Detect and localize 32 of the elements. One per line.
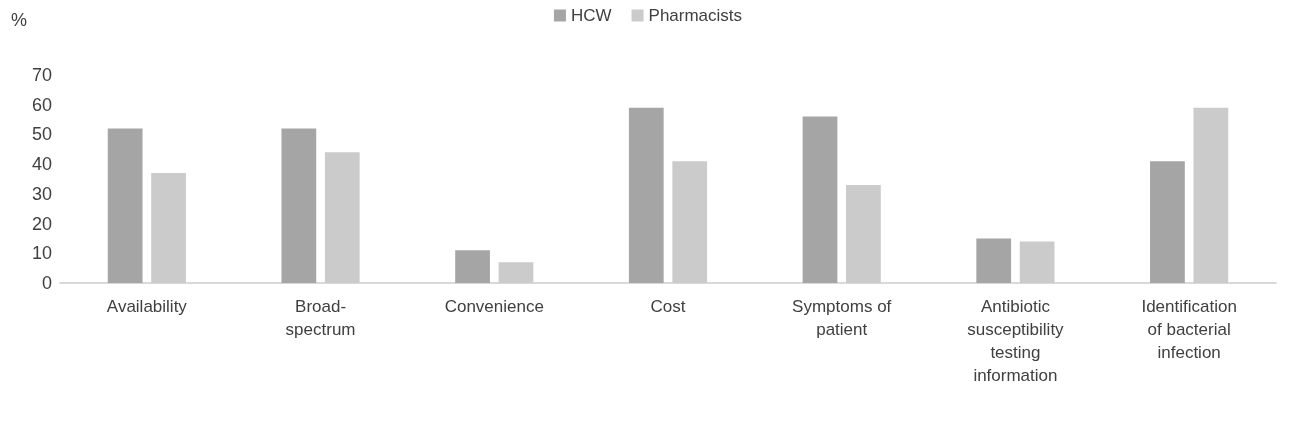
y-tick-label: 60: [31, 94, 52, 115]
bar: [976, 238, 1012, 283]
bar: [672, 161, 708, 283]
legend-label: Pharmacists: [648, 6, 743, 25]
y-tick-label: 70: [31, 65, 52, 85]
bar: [455, 250, 490, 283]
legend-label: HCW: [570, 6, 612, 25]
bar: [802, 116, 838, 283]
bar: [846, 184, 881, 283]
bar: [1193, 107, 1229, 283]
y-tick-label: 30: [31, 183, 52, 204]
y-axis-title: %: [11, 10, 28, 30]
x-tick-label: Broad- spectrum: [285, 297, 356, 339]
y-tick-label: 0: [41, 273, 52, 293]
x-tick-label: Convenience: [444, 297, 544, 316]
y-tick-label: 40: [31, 154, 52, 175]
y-tick-label: 50: [31, 124, 52, 145]
bar: [1150, 161, 1185, 283]
y-tick-label: 10: [31, 243, 52, 264]
bar: [107, 128, 143, 283]
bar: [1019, 241, 1055, 283]
x-tick-label: Antibiotic susceptibility testing information: [967, 297, 1065, 385]
bar: [281, 128, 317, 283]
bar: [628, 107, 664, 283]
x-tick-label: Identification of bacterial infection: [1141, 297, 1237, 362]
bar: [324, 152, 360, 283]
y-tick-label: 20: [31, 213, 52, 234]
x-tick-label: Availability: [106, 297, 188, 316]
x-tick-label: Symptoms of patient: [792, 297, 892, 339]
bar: [151, 173, 186, 283]
bar: [498, 262, 534, 283]
x-tick-label: Cost: [650, 297, 686, 316]
